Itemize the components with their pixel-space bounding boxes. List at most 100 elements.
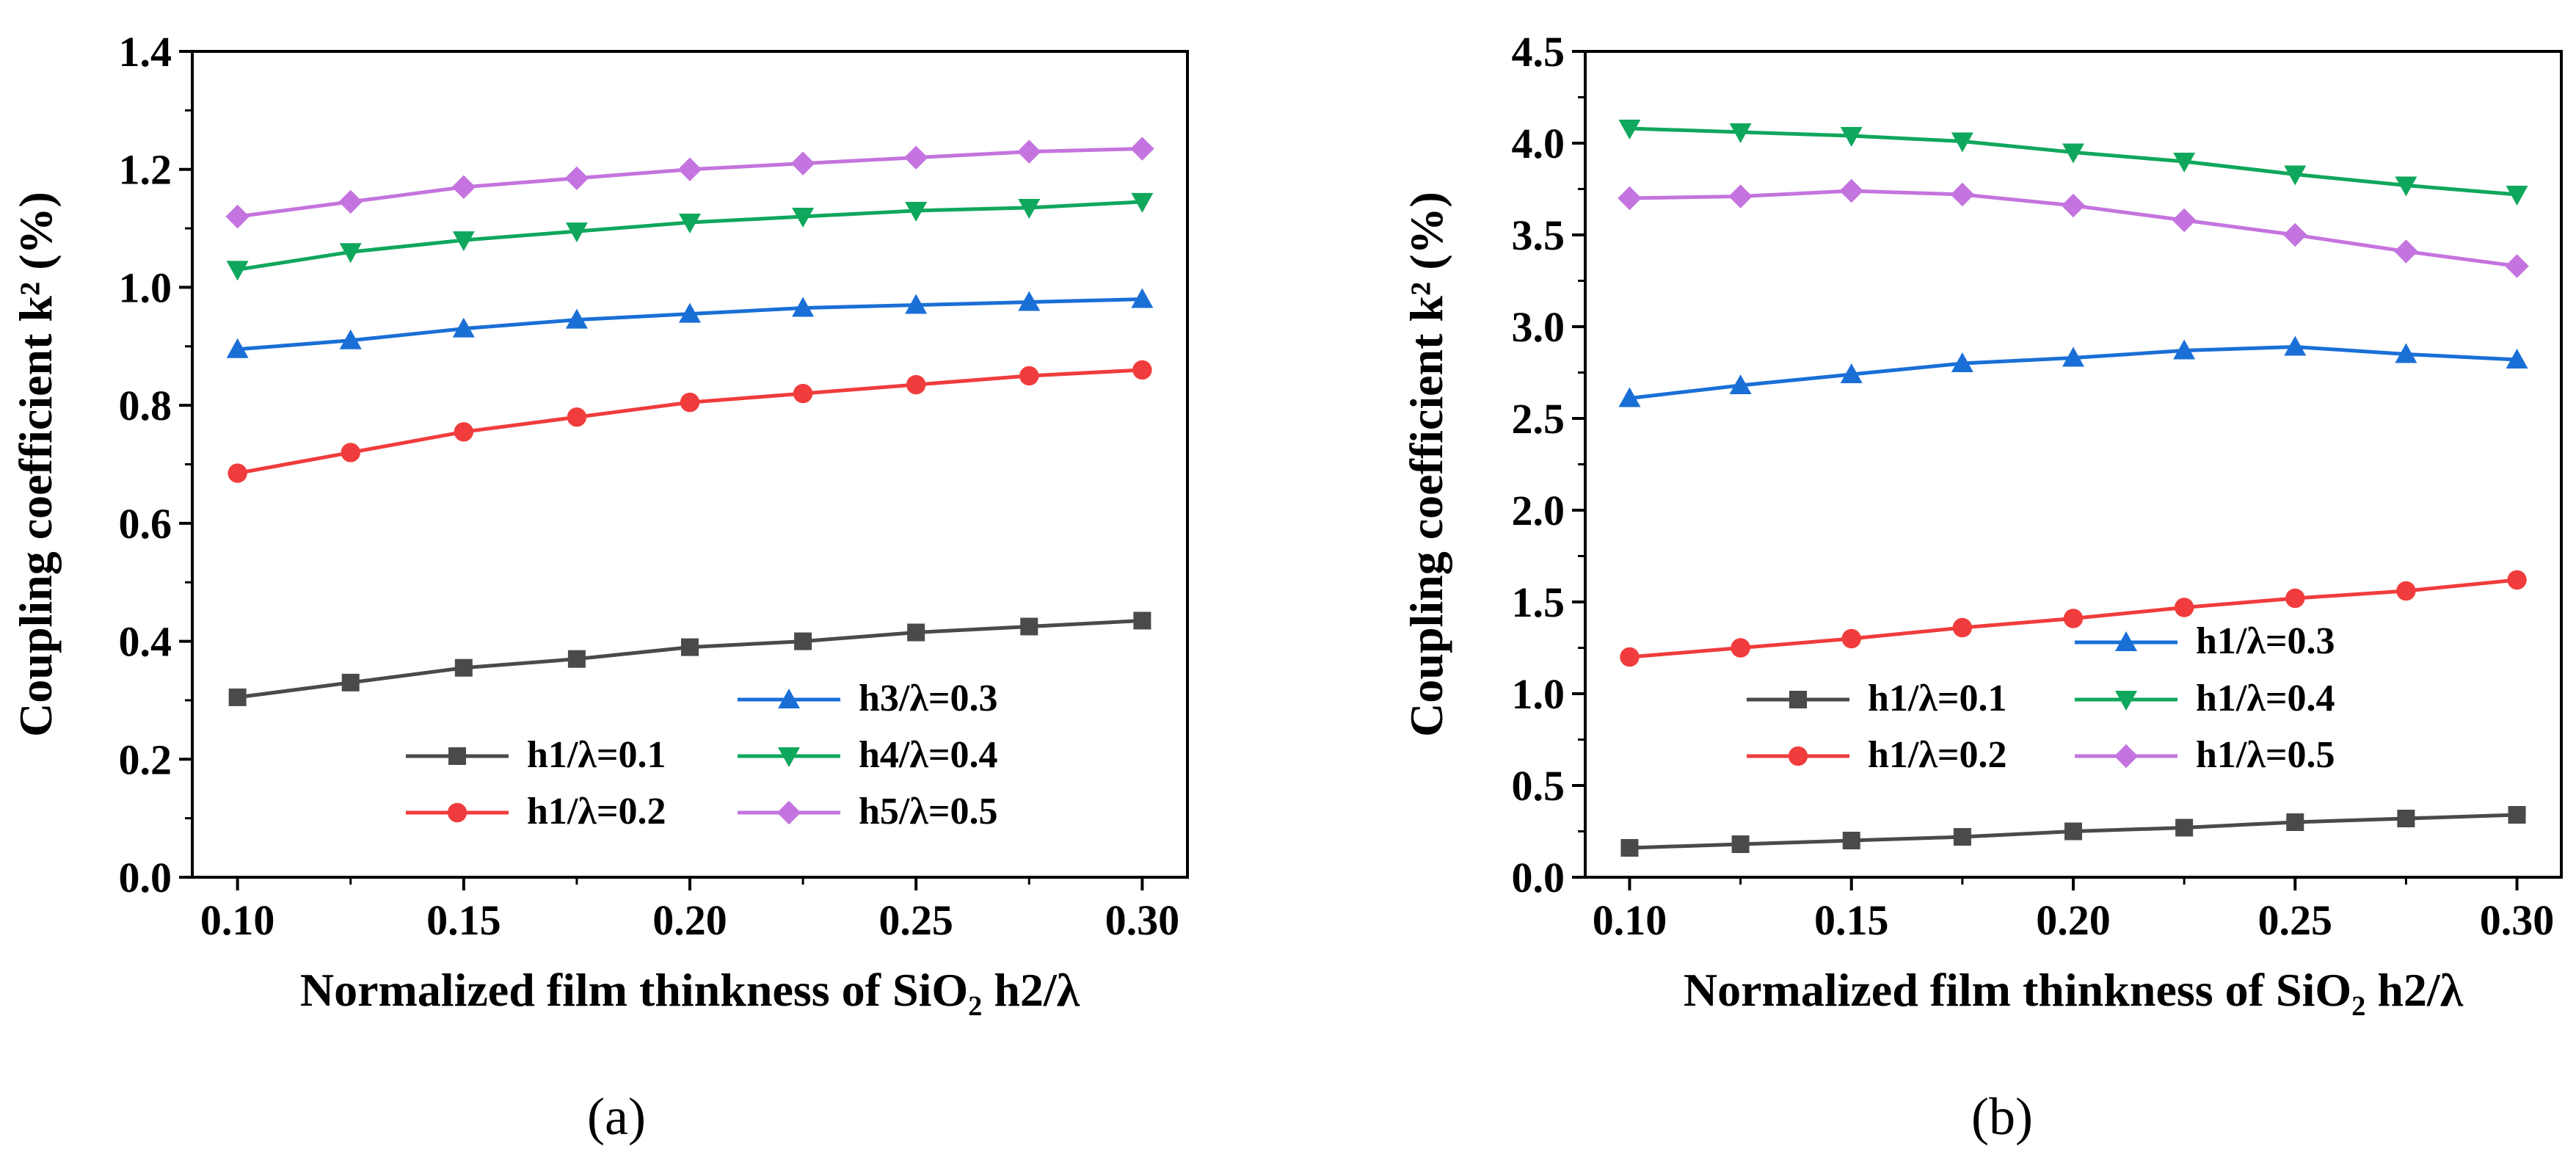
data-point	[2284, 335, 2307, 356]
chart-panel-a: 0.10 0.15 0.20 0.25 0.30 0.0 0.2 0.4 0.6 0.8 1.0 1.…	[10, 28, 1189, 1146]
data-point	[679, 214, 701, 234]
data-point	[452, 231, 475, 252]
data-point	[905, 294, 928, 314]
data-point	[2172, 208, 2197, 233]
data-point	[2286, 813, 2304, 831]
legend-marker	[1788, 746, 1808, 766]
legend-marker	[1789, 691, 1807, 708]
data-point	[1729, 123, 1752, 143]
data-point	[2395, 343, 2417, 363]
series-2	[228, 360, 1152, 483]
y-tick-label: 1.0	[119, 264, 172, 311]
data-point	[2175, 819, 2194, 837]
y-tick-label: 4.5	[1512, 28, 1565, 76]
legend-marker	[2114, 744, 2139, 769]
data-point	[2284, 165, 2307, 186]
y-tick-label: 3.5	[1512, 211, 1565, 259]
data-point	[2506, 186, 2528, 206]
data-point	[1618, 186, 1642, 211]
data-point	[1620, 647, 1640, 667]
data-point	[2507, 570, 2527, 590]
legend: h1/λ=0.1 h1/λ=0.2 h1/λ=0.3 h1/λ=0.4 h1/λ=0.5	[1747, 620, 2335, 776]
legend-entry: h1/λ=0.2	[406, 791, 666, 832]
y-tick-label: 1.5	[1512, 578, 1565, 626]
data-point	[565, 222, 588, 243]
legend-label: h1/λ=0.2	[1868, 734, 2007, 776]
data-point	[451, 175, 476, 200]
panel-label: (a)	[587, 1087, 646, 1146]
data-point	[1618, 387, 1641, 407]
data-point	[792, 208, 815, 228]
legend-marker	[2115, 691, 2137, 711]
x-tick-label: 0.30	[2480, 896, 2555, 944]
y-tick-label: 4.0	[1512, 120, 1565, 167]
series-5	[225, 137, 1154, 229]
y-tick-label: 0.5	[1512, 762, 1565, 810]
y-tick-label: 1.2	[119, 146, 172, 194]
data-point	[1951, 352, 1973, 372]
series-3	[1618, 335, 2528, 407]
data-point	[679, 302, 701, 323]
y-axis-title: Coupling coefficient k² (%)	[10, 192, 62, 737]
data-point	[2062, 143, 2084, 164]
data-point	[2508, 806, 2526, 824]
data-point	[1618, 120, 1641, 139]
x-tick-label: 0.15	[1814, 896, 1889, 944]
legend-marker	[2115, 631, 2137, 651]
legend-marker	[448, 747, 466, 765]
plot-frame	[1584, 50, 2563, 879]
x-tick-label: 0.20	[2036, 896, 2111, 944]
legend-label: h5/λ=0.5	[859, 791, 998, 832]
data-point	[1729, 374, 1752, 394]
data-point	[1620, 839, 1639, 857]
data-point	[2063, 609, 2084, 628]
x-tick-label: 0.10	[1593, 896, 1667, 944]
data-point	[339, 329, 362, 349]
y-tick-label: 0.4	[119, 618, 172, 666]
data-point	[226, 261, 249, 281]
y-tick-label: 0.0	[1512, 854, 1565, 901]
y-tick-label: 3.0	[1512, 303, 1565, 351]
legend-marker	[778, 689, 800, 708]
legend-entry: h1/λ=0.1	[406, 734, 666, 776]
legend-label: h1/λ=0.1	[527, 734, 666, 776]
data-point	[1018, 291, 1041, 311]
y-tick-label: 0.0	[119, 854, 172, 901]
x-axis-title: Normalized film thinkness of SiO₂ h2/λ	[300, 964, 1080, 1016]
legend-marker	[447, 802, 467, 823]
legend-entry: h1/λ=0.1	[1747, 678, 2007, 719]
data-point	[1952, 617, 1973, 638]
data-point	[2173, 153, 2196, 173]
data-point	[2174, 598, 2194, 617]
y-tick-label: 0.8	[119, 382, 172, 429]
data-point	[1840, 127, 1863, 147]
series-line	[237, 200, 1143, 272]
legend-label: h3/λ=0.3	[859, 678, 998, 719]
data-point	[793, 383, 813, 404]
data-point	[1132, 360, 1152, 380]
data-point	[1728, 184, 1753, 208]
legend-entry: h5/λ=0.5	[738, 791, 998, 832]
data-point	[1840, 363, 1863, 383]
legend-entry: h4/λ=0.4	[738, 734, 998, 776]
legend-label: h1/λ=0.1	[1868, 678, 2007, 719]
series-line	[237, 618, 1143, 700]
data-point	[567, 650, 586, 668]
data-point	[907, 623, 925, 642]
data-point	[677, 157, 702, 181]
data-point	[905, 201, 928, 222]
legend: h1/λ=0.1 h1/λ=0.2 h3/λ=0.3 h4/λ=0.4 h5/λ=0.5	[406, 678, 998, 832]
data-point	[1019, 366, 1039, 386]
data-point	[339, 243, 362, 264]
data-point	[1953, 828, 1971, 846]
x-tick-label: 0.30	[1105, 896, 1180, 944]
data-point	[903, 145, 928, 170]
y-tick-label: 1.0	[1512, 670, 1565, 718]
series-line	[237, 368, 1143, 476]
series-4	[1618, 120, 2528, 206]
data-point	[2394, 239, 2418, 264]
y-tick-label: 2.5	[1512, 395, 1565, 443]
data-point	[1841, 628, 1861, 649]
data-point	[452, 317, 475, 338]
